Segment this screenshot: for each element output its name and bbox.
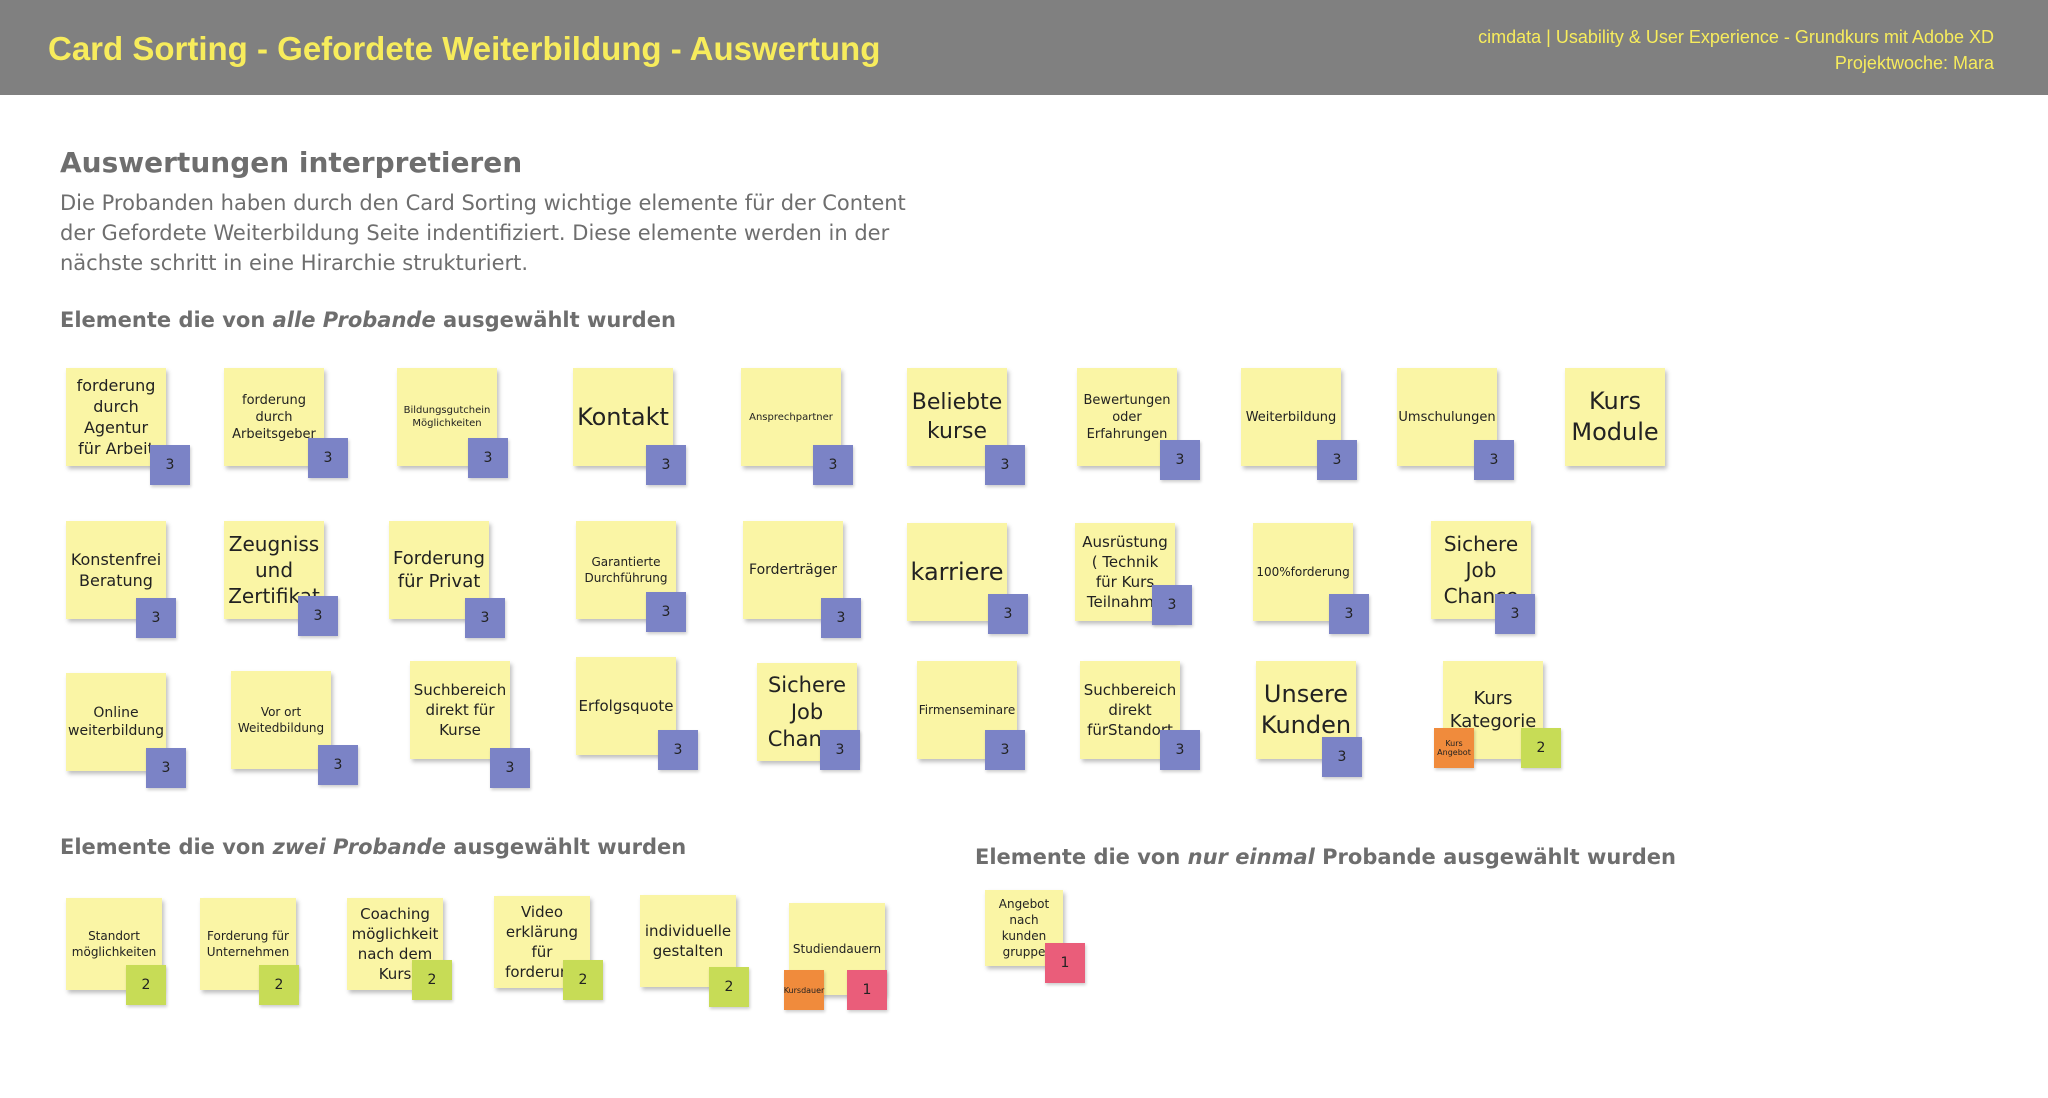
heading-one-participant: Elemente die von nur einmal Probande aus… (975, 845, 1676, 869)
sticky-note-label: Suchbereich direkt fürStandort (1083, 681, 1177, 739)
sticky-note-label: 100%forderung (1256, 565, 1350, 579)
vote-count-badge: 3 (150, 445, 190, 485)
sticky-note-label: Konstenfrei Beratung (70, 550, 162, 590)
sticky-note-label: Weiterbildung (1245, 409, 1337, 425)
sticky-note-label: Forderung für Privat (393, 548, 485, 592)
heading-all-post: ausgewählt wurden (435, 308, 676, 332)
sticky-note-label: Video erklärung für forderung (505, 903, 579, 981)
heading-one-post: Probande ausgewählt wurden (1314, 845, 1676, 869)
sticky-note: Suchbereich direkt für Kurse (410, 661, 510, 759)
sticky-note-label: Bildungsgutchein Möglichkeiten (403, 405, 491, 429)
vote-count-badge: 3 (1160, 730, 1200, 770)
sticky-note: Konstenfrei Beratung (66, 521, 166, 619)
sticky-note-label: Bewertungen oder Erfahrungen (1083, 392, 1171, 442)
vote-count-badge: 3 (985, 730, 1025, 770)
vote-count-badge: 3 (298, 596, 338, 636)
sticky-note-label: Forderung für Unternehmen (206, 929, 290, 959)
vote-count-badge: 3 (465, 598, 505, 638)
header-info: cimdata | Usability & User Experience - … (1478, 24, 1994, 76)
vote-count-badge: 3 (318, 745, 358, 785)
vote-count-badge: 2 (259, 965, 299, 1005)
sticky-note-label: Erfolgsquote (578, 697, 674, 715)
sticky-note-label: Suchbereich direkt für Kurse (413, 681, 507, 739)
course-label: cimdata | Usability & User Experience - … (1478, 27, 1994, 47)
sticky-note-label: forderung durch Arbeitsgeber (232, 392, 316, 442)
sticky-note-label: Beliebte kurse (911, 390, 1003, 444)
sticky-note-label: Garantierte Durchführung (584, 555, 668, 585)
sticky-note-label: Kurs Module (1571, 387, 1659, 446)
header-bar: Card Sorting - Gefordete Weiterbildung -… (0, 0, 2048, 95)
vote-count-badge: 3 (813, 445, 853, 485)
vote-count-badge: 3 (988, 594, 1028, 634)
sticky-note-label: Online weiterbildung (68, 705, 164, 739)
sticky-note-label: karriere (910, 557, 1004, 586)
vote-count-badge: 3 (468, 438, 508, 478)
sticky-note-label: Ausrüstung ( Technik für Kurs Teilnahme (1082, 533, 1168, 611)
sticky-note: Angebot nach kunden gruppe (985, 890, 1063, 966)
vote-count-badge: 3 (1317, 440, 1357, 480)
sticky-note-label: Kontakt (577, 402, 669, 431)
sticky-note: Bewertungen oder Erfahrungen (1077, 368, 1177, 466)
sticky-note-label: individuelle gestalten (644, 922, 732, 960)
sticky-note-label: Standort möglichkeiten (71, 929, 157, 959)
sticky-note-label: Kurs Kategorie (1449, 688, 1537, 732)
sticky-note: Beliebte kurse (907, 368, 1007, 466)
alternate-label-tag: Kursdauer (784, 970, 824, 1010)
sticky-note: individuelle gestalten (640, 895, 736, 987)
sticky-note-label: Forderträger (749, 562, 837, 578)
sticky-note-label: Firmenseminare (918, 703, 1016, 717)
heading-all-pre: Elemente die von (60, 308, 273, 332)
sticky-note: Vor ort Weitedbildung (231, 671, 331, 769)
vote-count-badge: 2 (709, 967, 749, 1007)
vote-count-badge: 3 (658, 730, 698, 770)
heading-two-em: zwei Probande (272, 835, 446, 859)
vote-count-badge: 3 (646, 445, 686, 485)
vote-count-badge: 3 (820, 730, 860, 770)
intro-text: Die Probanden haben durch den Card Sorti… (60, 191, 906, 275)
heading-two-pre: Elemente die von (60, 835, 273, 859)
vote-count-badge: 3 (146, 748, 186, 788)
heading-two-post: ausgewählt wurden (445, 835, 687, 859)
heading-one-em: nur einmal (1187, 845, 1315, 869)
alternate-label-tag: Kurs Angebot (1434, 728, 1474, 768)
sticky-note-label: Coaching möglichkeit nach dem Kurs (351, 905, 439, 983)
heading-one-pre: Elemente die von (975, 845, 1188, 869)
heading-two-participants: Elemente die von zwei Probande ausgewähl… (60, 835, 686, 859)
vote-count-badge: 2 (563, 960, 603, 1000)
sticky-note-label: Ansprechpartner (749, 411, 833, 423)
vote-count-badge: 3 (985, 445, 1025, 485)
vote-count-badge: 3 (1329, 594, 1369, 634)
vote-count-badge: 1 (1045, 943, 1085, 983)
vote-count-badge: 1 (847, 970, 887, 1010)
vote-count-badge: 3 (1322, 737, 1362, 777)
vote-count-badge: 2 (1521, 728, 1561, 768)
sticky-note-label: Unsere Kunden (1260, 680, 1352, 739)
sticky-note: Kurs Module (1565, 368, 1665, 466)
project-week-label: Projektwoche: Mara (1834, 53, 1994, 73)
vote-count-badge: 3 (490, 748, 530, 788)
sticky-note: forderung durch Agentur für Arbeit (66, 368, 166, 466)
heading-all-em: alle Probande (272, 308, 436, 332)
sticky-note-label: forderung durch Agentur für Arbeit (76, 376, 156, 458)
intro-title: Auswertungen interpretieren (60, 146, 523, 179)
heading-all-participants: Elemente die von alle Probande ausgewähl… (60, 308, 676, 332)
vote-count-badge: 3 (1160, 440, 1200, 480)
sticky-note: Garantierte Durchführung (576, 521, 676, 619)
sticky-note: Kontakt (573, 368, 673, 466)
page-title: Card Sorting - Gefordete Weiterbildung -… (48, 30, 881, 67)
vote-count-badge: 3 (136, 598, 176, 638)
sticky-note-label: Studiendauern (792, 942, 882, 956)
vote-count-badge: 3 (1152, 585, 1192, 625)
vote-count-badge: 3 (1495, 594, 1535, 634)
vote-count-badge: 2 (412, 960, 452, 1000)
vote-count-badge: 3 (821, 598, 861, 638)
vote-count-badge: 3 (1474, 440, 1514, 480)
sticky-note-label: Umschulungen (1398, 409, 1496, 425)
vote-count-badge: 3 (646, 592, 686, 632)
vote-count-badge: 3 (308, 438, 348, 478)
vote-count-badge: 2 (126, 965, 166, 1005)
sticky-note-label: Vor ort Weitedbildung (237, 705, 325, 735)
sticky-note: forderung durch Arbeitsgeber (224, 368, 324, 466)
sticky-note-label: Angebot nach kunden gruppe (998, 897, 1050, 959)
